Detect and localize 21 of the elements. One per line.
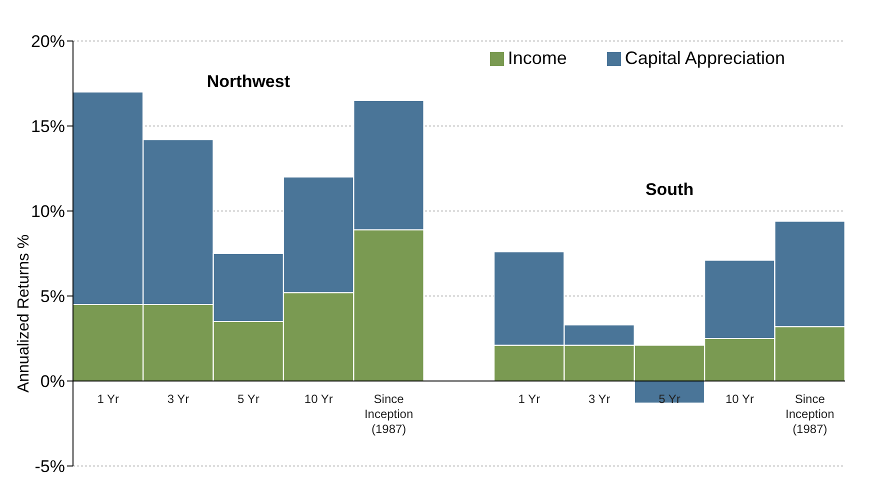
x-tick-label: 3 Yr [588, 392, 610, 406]
x-tick-label: 5 Yr [658, 392, 680, 406]
annotation: Northwest [206, 72, 290, 91]
x-tick-label: 1 Yr [97, 392, 119, 406]
x-tick-label: 5 Yr [238, 392, 260, 406]
y-tick-label: 15% [30, 117, 65, 136]
y-tick-label: 10% [30, 202, 65, 222]
x-tick-label: 1 Yr [518, 392, 540, 406]
y-tick-label: -5% [34, 457, 65, 476]
y-tick-label: 20% [30, 32, 65, 52]
x-tick-label: 10 Yr [304, 392, 333, 406]
legend-label: Income [508, 48, 567, 68]
y-axis-title: Annualized Returns % [16, 234, 33, 393]
x-tick-label: Since Inception (1987) [786, 392, 834, 436]
y-tick-label: 0% [40, 372, 65, 392]
legend-label: Capital Appreciation [624, 48, 785, 68]
x-tick-label: Since Inception (1987) [364, 392, 414, 436]
y-tick-label: 5% [40, 287, 65, 306]
annotation: South [645, 180, 694, 200]
x-tick-label: 3 Yr [167, 392, 190, 406]
x-tick-label: 10 Yr [725, 392, 754, 406]
